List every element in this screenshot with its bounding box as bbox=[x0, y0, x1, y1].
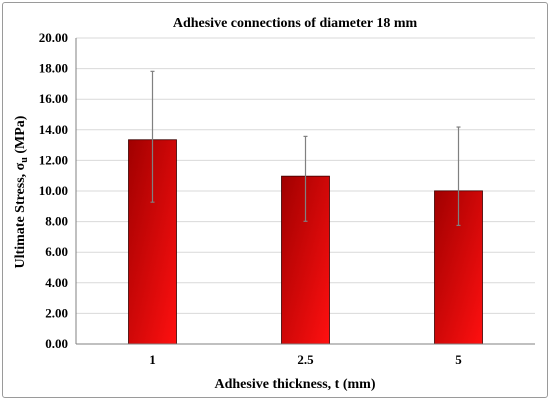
axes bbox=[75, 38, 535, 345]
x-axis-title: Adhesive thickness, t (mm) bbox=[215, 377, 376, 392]
error-bars bbox=[150, 70, 461, 227]
y-tick-labels: 0.00 2.00 4.00 6.00 8.00 10.00 12.00 14.00 16.00… bbox=[39, 30, 68, 351]
y-tick-label: 0.00 bbox=[45, 336, 68, 351]
y-tick-label: 4.00 bbox=[45, 275, 68, 290]
y-tick-label: 14.00 bbox=[39, 122, 68, 137]
y-tick-label: 6.00 bbox=[45, 244, 68, 259]
y-tick-label: 20.00 bbox=[39, 30, 68, 45]
y-axis-title-subscript: u bbox=[19, 157, 30, 163]
x-tick-label: 1 bbox=[149, 352, 156, 367]
y-axis-title: Ultimate Stress, σu (MPa) bbox=[13, 115, 30, 268]
x-tick-label: 2.5 bbox=[297, 352, 314, 367]
y-tick-label: 2.00 bbox=[45, 305, 68, 320]
y-tick-label: 8.00 bbox=[45, 214, 68, 229]
y-tick-label: 18.00 bbox=[39, 61, 68, 76]
y-axis-title-unit: (MPa) bbox=[13, 115, 28, 157]
y-axis-title-main: Ultimate Stress, σ bbox=[13, 162, 28, 268]
y-tick-label: 16.00 bbox=[39, 91, 68, 106]
y-tick-label: 12.00 bbox=[39, 152, 68, 167]
y-tick-label: 10.00 bbox=[39, 183, 68, 198]
x-tick-labels: 1 2.5 5 bbox=[149, 352, 462, 367]
chart-title: Adhesive connections of diameter 18 mm bbox=[173, 16, 418, 31]
x-tick-label: 5 bbox=[455, 352, 462, 367]
